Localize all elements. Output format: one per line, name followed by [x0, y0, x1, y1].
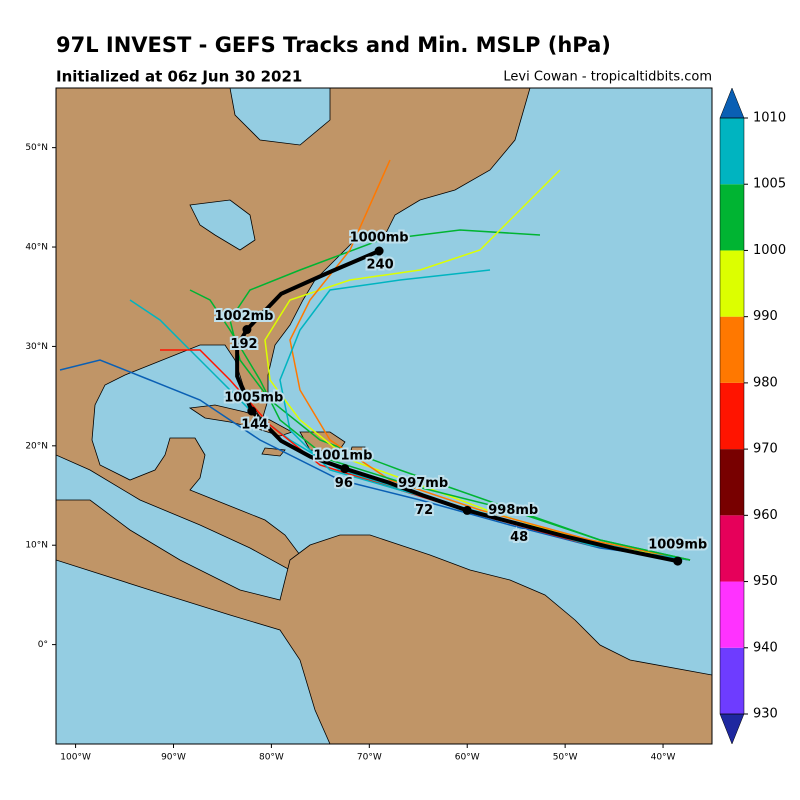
colorbar-label: 990	[753, 309, 778, 324]
y-tick-label: 0°	[38, 640, 48, 650]
colorbar-label: 960	[753, 508, 778, 523]
colorbar-segment	[720, 449, 744, 516]
axes: 100°W 90°W 80°W 70°W 60°W 50°W 40°W 0° 10°N 20°N 3…	[25, 143, 675, 762]
colorbar-label: 1010	[753, 111, 786, 126]
colorbar-label: 930	[753, 707, 778, 722]
credit: Levi Cowan - tropicaltidbits.com	[503, 70, 712, 85]
colorbar-label: 970	[753, 442, 778, 457]
colorbar-segment	[720, 647, 744, 714]
colorbar-over	[719, 87, 745, 119]
colorbar-label: 980	[753, 375, 778, 390]
colorbar-segment	[720, 515, 744, 582]
pressure-label: 998mb	[488, 503, 538, 518]
x-tick-label: 40°W	[651, 753, 676, 763]
track-point	[462, 505, 472, 515]
track-point	[374, 246, 384, 256]
colorbar-label: 940	[753, 640, 778, 655]
y-tick-label: 20°N	[25, 441, 48, 451]
track-point	[242, 325, 252, 335]
colorbar-segment	[720, 250, 744, 317]
hour-label: 96	[335, 476, 353, 491]
pressure-label: 1001mb	[313, 448, 372, 463]
mean-track: 1009mb 998mb 997mb 1001mb 1005mb 1002mb 1000mb…	[212, 229, 709, 566]
track-point	[673, 556, 683, 566]
colorbar-label: 1000	[753, 243, 786, 258]
colorbar-segment	[720, 581, 744, 648]
x-tick-label: 100°W	[60, 753, 91, 763]
x-tick-label: 90°W	[161, 753, 186, 763]
x-tick-label: 60°W	[455, 753, 480, 763]
colorbar-label: 950	[753, 574, 778, 589]
colorbar-segment	[720, 316, 744, 383]
colorbar-segment	[720, 118, 744, 185]
hour-label: 192	[230, 337, 257, 352]
hour-label: 48	[510, 530, 528, 545]
x-tick-label: 50°W	[553, 753, 578, 763]
y-tick-label: 40°N	[25, 243, 48, 253]
colorbar-frame	[719, 117, 745, 715]
colorbar-label: 1005	[753, 177, 786, 192]
hour-label: 144	[241, 417, 268, 432]
track-point	[340, 464, 350, 474]
pressure-label: 1000mb	[350, 231, 409, 246]
pressure-label: 1005mb	[224, 391, 283, 406]
y-tick-label: 30°N	[25, 342, 48, 352]
y-tick-label: 10°N	[25, 541, 48, 551]
map: 1009mb 998mb 997mb 1001mb 1005mb 1002mb 1000mb…	[56, 88, 712, 744]
pressure-label: 997mb	[398, 476, 448, 491]
hour-label: 240	[367, 257, 394, 272]
hour-label: 72	[415, 503, 433, 518]
mean-track-line	[235, 249, 679, 564]
pressure-label: 1009mb	[648, 538, 707, 553]
subtitle: Initialized at 06z Jun 30 2021	[56, 68, 302, 86]
pressure-label: 1002mb	[214, 309, 273, 324]
lakes	[189, 88, 331, 251]
colorbar: 930 940 950 960 970 980 990 1000 1005 1010	[719, 87, 786, 745]
y-tick-label: 50°N	[25, 143, 48, 153]
map-frame	[55, 87, 713, 745]
track-point	[247, 406, 257, 416]
title: 97L INVEST - GEFS Tracks and Min. MSLP (…	[56, 33, 611, 57]
colorbar-under	[719, 713, 745, 745]
colorbar-segment	[720, 184, 744, 251]
colorbar-segment	[720, 382, 744, 450]
x-tick-label: 70°W	[357, 753, 382, 763]
x-tick-label: 80°W	[259, 753, 284, 763]
land	[56, 88, 712, 744]
